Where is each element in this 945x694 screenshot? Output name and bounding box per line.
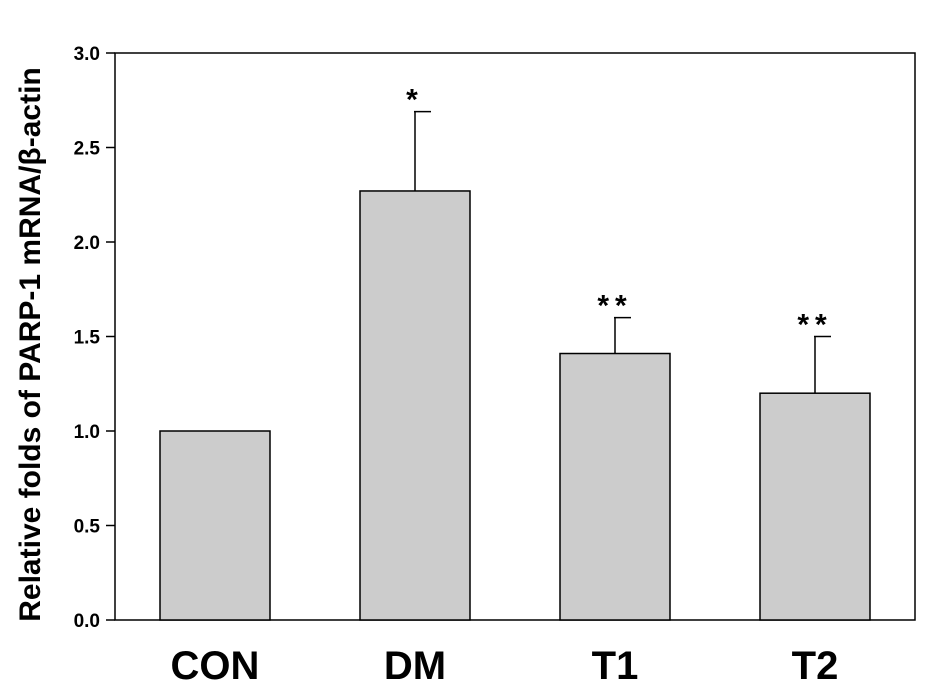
y-tick-label: 0.5 <box>74 517 101 538</box>
y-tick-label: 1.5 <box>74 328 101 349</box>
significance-markers: ***** <box>406 84 832 342</box>
y-tick-label: 3.0 <box>74 44 100 65</box>
bar-dm <box>359 190 471 621</box>
x-label-t1: T1 <box>592 644 639 688</box>
significance-t1: ** <box>597 290 632 323</box>
bars <box>159 190 871 621</box>
y-axis-title: Relative folds of PARP-1 mRNA/β-actin <box>14 67 47 622</box>
y-tick-label: 0.0 <box>74 611 100 632</box>
bar-t2 <box>759 392 871 621</box>
bar-con <box>159 430 271 621</box>
x-label-dm: DM <box>384 644 446 688</box>
y-tick-label: 2.0 <box>74 233 100 254</box>
significance-dm: * <box>406 84 424 117</box>
error-bars <box>414 110 831 394</box>
x-label-t2: T2 <box>792 644 839 688</box>
y-axis-ticks: 0.0 0.5 1.0 1.5 2.0 2.5 3.0 <box>74 44 115 632</box>
y-axis-title-group: Relative folds of PARP-1 mRNA/β-actin <box>14 67 47 622</box>
bar-t1 <box>559 352 671 621</box>
x-label-con: CON <box>171 644 260 688</box>
y-tick-label: 1.0 <box>74 422 100 443</box>
y-tick-label: 2.5 <box>74 139 101 160</box>
significance-t2: ** <box>797 309 832 342</box>
x-axis-labels: CON DM T1 T2 <box>171 644 839 688</box>
